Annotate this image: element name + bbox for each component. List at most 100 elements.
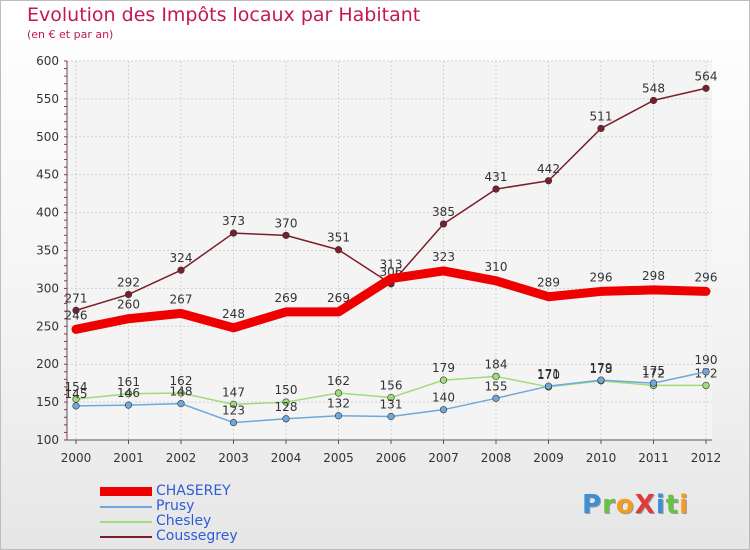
data-point-prusy [177, 400, 185, 408]
data-label-chesley: 147 [222, 385, 245, 399]
data-label-coussegrey: 548 [642, 81, 665, 95]
data-point-chesley [387, 393, 395, 402]
data-point-chesley [124, 390, 133, 398]
data-label-coussegrey: 385 [432, 205, 455, 219]
data-label-chesley: 184 [485, 357, 508, 371]
data-label-chaserey: 289 [537, 276, 560, 290]
data-label-prusy: 145 [65, 387, 88, 401]
legend-swatch [100, 505, 152, 508]
data-label-chesley: 170 [537, 368, 560, 382]
data-label-chesley: 150 [275, 383, 298, 397]
data-point-coussegrey [177, 266, 185, 274]
proxiti-logo: ProXiti [582, 490, 689, 520]
legend-label: Prusy [156, 498, 195, 514]
data-label-prusy: 190 [695, 353, 718, 367]
data-label-chesley: 162 [170, 374, 193, 388]
data-label-prusy: 171 [537, 367, 560, 381]
legend-item: CHASEREY [100, 484, 238, 499]
data-point-coussegrey [597, 124, 605, 133]
data-point-prusy [439, 406, 448, 414]
data-point-prusy [649, 379, 658, 387]
logo-letter: X [634, 490, 656, 520]
data-point-chesley [334, 389, 343, 397]
data-point-chesley [439, 376, 448, 384]
data-label-coussegrey: 442 [537, 162, 560, 176]
legend-swatch [100, 520, 152, 523]
logo-letter: o [615, 490, 635, 520]
x-tick-label: 2008 [481, 451, 512, 465]
data-label-coussegrey: 511 [590, 109, 613, 123]
data-label-chaserey: 296 [695, 270, 718, 284]
logo-letter: i [679, 490, 690, 520]
data-point-coussegrey [282, 231, 290, 239]
data-label-chesley: 179 [432, 361, 455, 375]
y-tick-label: 500 [36, 130, 59, 144]
legend-label: Chesley [156, 513, 212, 529]
data-point-chesley [282, 398, 290, 406]
x-tick-label: 2000 [61, 451, 92, 465]
data-label-chaserey: 269 [327, 291, 350, 305]
data-point-prusy [334, 412, 343, 420]
data-label-chaserey: 246 [65, 308, 88, 322]
data-point-coussegrey [72, 306, 80, 314]
data-label-chaserey: 298 [642, 269, 665, 283]
legend-item: Prusy [100, 499, 238, 514]
data-label-chaserey: 248 [222, 307, 245, 321]
data-point-coussegrey [439, 220, 448, 228]
data-label-coussegrey: 271 [65, 291, 88, 305]
x-tick-label: 2007 [428, 451, 459, 465]
data-point-prusy [282, 415, 290, 423]
data-point-coussegrey [124, 290, 133, 299]
data-label-coussegrey: 373 [222, 214, 245, 228]
data-label-coussegrey: 324 [170, 251, 193, 265]
data-point-prusy [544, 382, 553, 390]
y-tick-label: 550 [36, 92, 59, 106]
data-point-prusy [597, 376, 605, 384]
data-label-coussegrey: 351 [327, 231, 350, 245]
data-label-prusy: 146 [117, 386, 140, 400]
legend-swatch [100, 487, 152, 496]
x-tick-label: 2003 [218, 451, 249, 465]
data-point-prusy [702, 368, 710, 376]
data-label-prusy: 132 [327, 397, 350, 411]
series-line-chaserey [71, 266, 711, 334]
y-tick-label: 350 [36, 244, 59, 258]
y-tick-label: 450 [36, 168, 59, 182]
data-label-coussegrey: 370 [275, 216, 298, 230]
data-point-prusy [387, 412, 395, 421]
y-tick-label: 100 [36, 433, 59, 447]
data-label-prusy: 123 [222, 404, 245, 418]
data-label-prusy: 128 [275, 400, 298, 414]
data-label-chaserey: 260 [117, 298, 140, 312]
data-point-prusy [124, 401, 133, 409]
data-label-coussegrey: 564 [695, 69, 718, 83]
data-point-chesley [492, 372, 500, 380]
logo-letter: r [602, 490, 616, 520]
legend-label: CHASEREY [156, 483, 231, 499]
legend-label: Coussegrey [156, 528, 238, 544]
data-point-coussegrey [702, 84, 710, 92]
y-tick-label: 150 [36, 395, 59, 409]
data-point-chesley [702, 381, 710, 390]
data-point-prusy [229, 418, 238, 427]
data-label-prusy: 175 [642, 364, 665, 378]
data-point-coussegrey [649, 96, 658, 105]
data-label-prusy: 179 [590, 361, 613, 375]
x-tick-label: 2001 [113, 451, 144, 465]
y-tick-label: 300 [36, 281, 59, 295]
data-label-chesley: 161 [117, 375, 140, 389]
data-label-chesley: 156 [380, 379, 403, 393]
data-label-chesley: 162 [327, 374, 350, 388]
x-tick-label: 2002 [166, 451, 197, 465]
x-tick-label: 2009 [533, 451, 564, 465]
chart-subtitle: (en € et par an) [27, 28, 114, 41]
data-point-coussegrey [229, 229, 238, 237]
y-tick-label: 250 [36, 319, 59, 333]
x-tick-label: 2006 [376, 451, 407, 465]
x-tick-label: 2010 [586, 451, 617, 465]
line-chart: 100 150 200 250 300 350 400 450 500 550 600 2000 200… [36, 54, 721, 465]
data-label-coussegrey: 292 [117, 275, 140, 289]
data-label-coussegrey: 431 [485, 170, 508, 184]
data-point-prusy [492, 394, 500, 402]
y-tick-label: 400 [36, 206, 59, 220]
